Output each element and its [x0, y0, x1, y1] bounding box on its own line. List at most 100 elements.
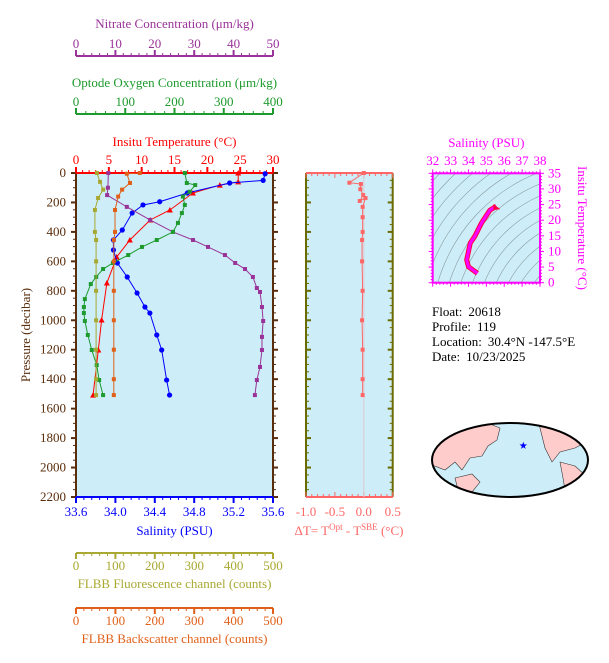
ts-x-tick-label: 36	[498, 153, 512, 168]
fluorescence-axis	[75, 552, 274, 559]
delta-t-point	[357, 198, 362, 203]
delta-t-point	[360, 393, 365, 398]
ts-series	[464, 204, 501, 276]
salinity-tick-label: 33.6	[65, 504, 88, 519]
nitrate-tick-label: 30	[188, 36, 201, 51]
oxygen-point	[81, 305, 86, 310]
date-label: Date:	[432, 349, 460, 364]
delta-t-point	[360, 288, 365, 293]
backscatter-tick-label: 300	[184, 613, 204, 628]
salinity-tick-label: 34.8	[183, 504, 206, 519]
delta-t-axes	[305, 172, 394, 498]
ts-y-tick-label: 20	[548, 212, 561, 227]
salinity-point	[159, 347, 165, 353]
salinity-point	[134, 290, 140, 296]
temperature-point	[189, 190, 196, 196]
fluorescence-point	[98, 179, 103, 184]
nitrate-point	[261, 319, 266, 324]
delta-t-title-part: - T	[343, 523, 362, 538]
salinity-tick-label: 35.2	[222, 504, 245, 519]
fluorescence-point	[94, 377, 99, 382]
salinity-point	[147, 310, 153, 316]
backscatter-series	[111, 171, 142, 398]
fluorescence-point	[96, 196, 101, 201]
fluorescence-tick-label: 200	[145, 558, 165, 573]
salinity-tick-label: 35.6	[262, 504, 285, 519]
backscatter-tick-label: 500	[263, 613, 283, 628]
isopycnal	[552, 282, 609, 378]
salinity-point	[164, 377, 170, 383]
pressure-tick-label: 200	[47, 194, 67, 209]
pressure-tick-label: 800	[47, 283, 67, 298]
backscatter-point	[120, 187, 125, 192]
oxygen-tick-label: 300	[214, 94, 234, 109]
oxygen-point	[184, 181, 189, 186]
pressure-tick-label: 2200	[40, 489, 66, 504]
nitrate-point	[254, 286, 259, 291]
oxygen-point	[101, 393, 106, 398]
salinity-point	[166, 392, 173, 398]
backscatter-tick-label: 100	[106, 613, 126, 628]
backscatter-point	[111, 288, 116, 293]
profile-info: Profile: 119	[432, 319, 496, 334]
backscatter-tick-label: 200	[145, 613, 165, 628]
temperature-point	[166, 206, 173, 213]
ts-y-tick-label: 0	[548, 275, 555, 290]
delta-t-point	[358, 182, 363, 187]
oxygen-point	[154, 238, 159, 243]
pressure-tick-label: 0	[60, 165, 67, 180]
nitrate-point	[257, 289, 262, 294]
temperature-point	[98, 316, 105, 323]
delta-t-tick-label: -1.0	[296, 504, 317, 519]
backscatter-point	[111, 259, 116, 264]
pressure-tick-label: 1400	[40, 371, 66, 386]
temperature-tick-label: 0	[73, 152, 80, 167]
ts-x-tick-label: 34	[462, 153, 476, 168]
oxygen-tick-label: 0	[73, 94, 80, 109]
oxygen-point	[179, 211, 184, 216]
delta-t-tick-label: 0.5	[385, 504, 401, 519]
float-location-star-icon	[519, 441, 528, 449]
delta-t-point	[361, 171, 366, 175]
salinity-tick-label: 34.4	[143, 504, 166, 519]
location-info: Location: 30.4°N -147.5°E	[432, 334, 575, 349]
oxygen-axis	[75, 108, 274, 115]
nitrate-point	[191, 238, 196, 243]
nitrate-point	[252, 393, 257, 398]
delta-t-tick-label: 0.0	[356, 504, 372, 519]
fluorescence-point	[94, 238, 99, 243]
oxygen-point	[187, 189, 192, 194]
nitrate-point	[257, 364, 262, 369]
location-label: Location:	[432, 334, 482, 349]
delta-t-point	[360, 259, 365, 264]
temperature-tick-label: 5	[106, 152, 113, 167]
float-info: Float: 20618	[432, 304, 501, 319]
fluorescence-point	[94, 393, 99, 398]
ts-x-tick-label: 33	[444, 153, 457, 168]
ts-y-tick-label: 30	[548, 181, 561, 196]
ts-line	[465, 204, 498, 275]
ts-y-tick-label: 25	[548, 197, 561, 212]
delta-t-point	[360, 204, 365, 209]
salinity-point	[140, 202, 146, 208]
salinity-point	[227, 180, 233, 186]
oxygen-tick-label: 200	[165, 94, 185, 109]
backscatter-point	[111, 347, 116, 352]
pressure-tick-label: 1600	[40, 401, 66, 416]
profile-value: 119	[477, 319, 496, 334]
ts-y-tick-label: 35	[548, 165, 561, 180]
ts-x-tick-label: 37	[516, 153, 530, 168]
fluorescence-point	[94, 288, 99, 293]
oxygen-point	[94, 363, 99, 368]
nitrate-point	[124, 204, 129, 209]
isopycnal	[563, 293, 609, 367]
delta-t-series	[347, 171, 368, 398]
temperature-axis-title: Insitu Temperature (°C)	[113, 134, 237, 149]
ts-x-tick-label: 38	[534, 153, 547, 168]
nitrate-point	[243, 267, 248, 272]
fluorescence-point	[94, 171, 99, 175]
ts-y-tick-label: 15	[548, 228, 561, 243]
backscatter-point	[116, 194, 121, 199]
nitrate-point	[222, 253, 227, 258]
isopycnal	[530, 260, 609, 400]
